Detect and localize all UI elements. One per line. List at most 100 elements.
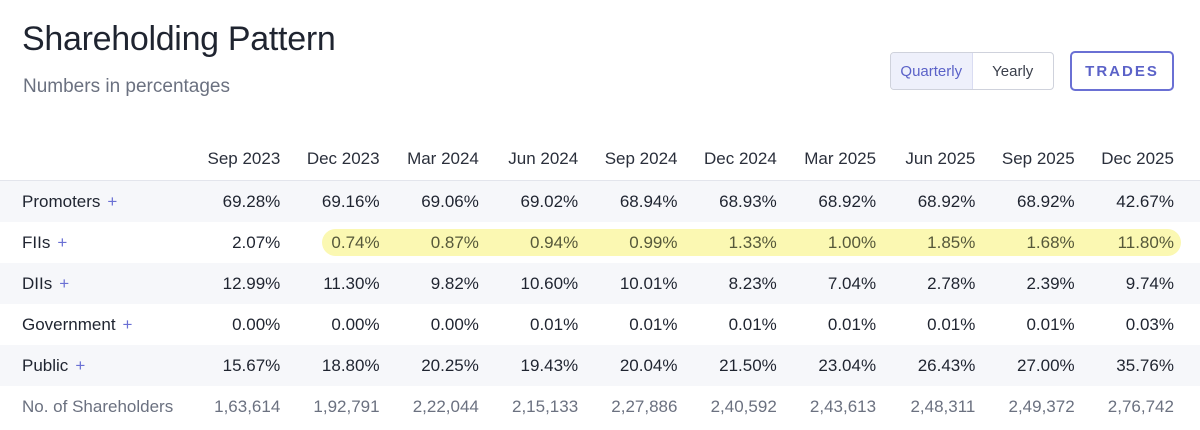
row-label[interactable]: FIIs +: [22, 233, 67, 253]
row-label-text: DIIs: [22, 273, 53, 293]
column-header: Dec 2024: [704, 148, 777, 168]
table-cell: 69.02%: [520, 191, 579, 211]
table-cell: 20.25%: [421, 355, 479, 375]
table-cell: 68.92%: [818, 191, 877, 211]
page-subtitle: Numbers in percentages: [23, 76, 230, 97]
period-toggle: Quarterly Yearly: [890, 52, 1054, 90]
table-cell: 1,63,614: [214, 396, 281, 416]
table-cell: 69.16%: [321, 191, 380, 211]
table-cell: 0.99%: [629, 232, 678, 252]
table-cell: 69.28%: [222, 191, 281, 211]
table-cell: 1,92,791: [313, 396, 380, 416]
table-cell: 2,22,044: [412, 396, 479, 416]
table-row-government: Government + 0.00% 0.00% 0.00% 0.01% 0.0…: [0, 304, 1200, 345]
table-cell: 11.30%: [323, 273, 380, 293]
table-cell: 2.78%: [927, 273, 976, 293]
table-cell: 27.00%: [1017, 355, 1075, 375]
row-label-text: No. of Shareholders: [22, 396, 174, 416]
table-cell: 35.76%: [1116, 355, 1174, 375]
table-cell: 68.93%: [719, 191, 777, 211]
table-cell: 9.74%: [1125, 273, 1174, 293]
table-cell: 2,40,592: [710, 396, 777, 416]
table-row-public: Public + 15.67% 18.80% 20.25% 19.43% 20.…: [0, 345, 1200, 386]
table-cell: 0.74%: [331, 232, 380, 252]
table-cell: 42.67%: [1116, 191, 1174, 211]
table-cell: 0.01%: [629, 314, 678, 334]
table-cell: 2,27,886: [611, 396, 678, 416]
table-cell: 0.00%: [232, 314, 281, 334]
table-row-fiis: FIIs + 2.07% 0.74% 0.87% 0.94% 0.99% 1.3…: [0, 222, 1200, 263]
row-label[interactable]: Public +: [22, 356, 85, 376]
row-label[interactable]: Government +: [22, 315, 132, 335]
expand-plus-icon[interactable]: +: [59, 273, 70, 293]
table-cell: 20.04%: [619, 355, 678, 375]
table-cell: 2,43,613: [809, 396, 877, 416]
quarterly-toggle-button[interactable]: Quarterly: [891, 53, 973, 89]
table-cell: 23.04%: [818, 355, 877, 375]
table-cell: 10.01%: [619, 273, 678, 293]
table-row-diis: DIIs + 12.99% 11.30% 9.82% 10.60% 10.01%…: [0, 263, 1200, 304]
row-label-text: Public: [22, 355, 69, 375]
trades-button[interactable]: TRADES: [1070, 51, 1174, 91]
row-label-text: Promoters: [22, 191, 101, 211]
yearly-toggle-button[interactable]: Yearly: [992, 62, 1034, 80]
table-cell: 0.00%: [331, 314, 380, 334]
table-row-shareholders: No. of Shareholders 1,63,614 1,92,791 2,…: [0, 386, 1200, 427]
table-cell: 7.04%: [827, 273, 877, 293]
table-cell: 69.06%: [421, 191, 479, 211]
table-cell: 68.94%: [619, 191, 678, 211]
page-title: Shareholding Pattern: [22, 20, 336, 58]
expand-plus-icon[interactable]: +: [107, 191, 118, 211]
column-header: Sep 2025: [1001, 148, 1075, 168]
table-cell: 21.50%: [719, 355, 777, 375]
table-cell: 8.23%: [728, 273, 777, 293]
highlight-band: [322, 229, 1181, 256]
table-cell: 0.01%: [1026, 314, 1075, 334]
expand-plus-icon[interactable]: +: [57, 232, 68, 252]
table-cell: 2,49,372: [1008, 396, 1075, 416]
table-cell: 0.01%: [529, 314, 579, 334]
expand-plus-icon[interactable]: +: [75, 355, 86, 375]
column-header: Dec 2023: [306, 148, 380, 168]
table-cell: 9.82%: [430, 273, 479, 293]
table-cell: 0.01%: [927, 314, 976, 334]
table-cell: 0.87%: [430, 232, 479, 252]
table-cell: 1.33%: [728, 232, 777, 252]
row-label-text: FIIs: [22, 232, 51, 252]
table-cell: 2,48,311: [910, 396, 976, 416]
table-cell: 1.68%: [1026, 232, 1075, 252]
table-cell: 1.85%: [927, 232, 976, 252]
table-cell: 68.92%: [1017, 191, 1075, 211]
table-cell: 18.80%: [321, 355, 380, 375]
table-cell: 0.00%: [430, 314, 479, 334]
table-cell: 1.00%: [827, 232, 877, 252]
column-header: Mar 2025: [804, 148, 877, 168]
table-cell: 0.94%: [529, 232, 579, 252]
row-label[interactable]: Promoters +: [22, 192, 117, 212]
row-label-text: Government: [22, 314, 116, 334]
table-header-row: Sep 2023 Dec 2023 Mar 2024 Jun 2024 Sep …: [0, 137, 1200, 181]
table-cell: 0.01%: [728, 314, 777, 334]
column-header: Mar 2024: [407, 148, 479, 168]
table-cell: 2,76,742: [1107, 396, 1174, 416]
expand-plus-icon[interactable]: +: [122, 314, 133, 334]
table-cell: 0.03%: [1125, 314, 1174, 334]
table-cell: 2,15,133: [512, 396, 579, 416]
table-cell: 68.92%: [917, 191, 976, 211]
row-label: No. of Shareholders: [22, 397, 173, 417]
column-header: Dec 2025: [1101, 148, 1174, 168]
shareholding-table: Sep 2023 Dec 2023 Mar 2024 Jun 2024 Sep …: [0, 137, 1200, 427]
column-header: Jun 2024: [508, 148, 579, 168]
table-row-promoters: Promoters + 69.28% 69.16% 69.06% 69.02% …: [0, 181, 1200, 222]
row-label[interactable]: DIIs +: [22, 274, 69, 294]
table-cell: 10.60%: [520, 273, 579, 293]
table-cell: 2.39%: [1026, 273, 1075, 293]
table-cell: 2.07%: [232, 232, 281, 252]
table-cell: 15.67%: [222, 355, 281, 375]
column-header: Sep 2023: [207, 148, 281, 168]
column-header: Sep 2024: [604, 148, 678, 168]
column-header: Jun 2025: [905, 148, 976, 168]
table-cell: 11.80%: [1117, 232, 1174, 252]
table-cell: 12.99%: [222, 273, 281, 293]
